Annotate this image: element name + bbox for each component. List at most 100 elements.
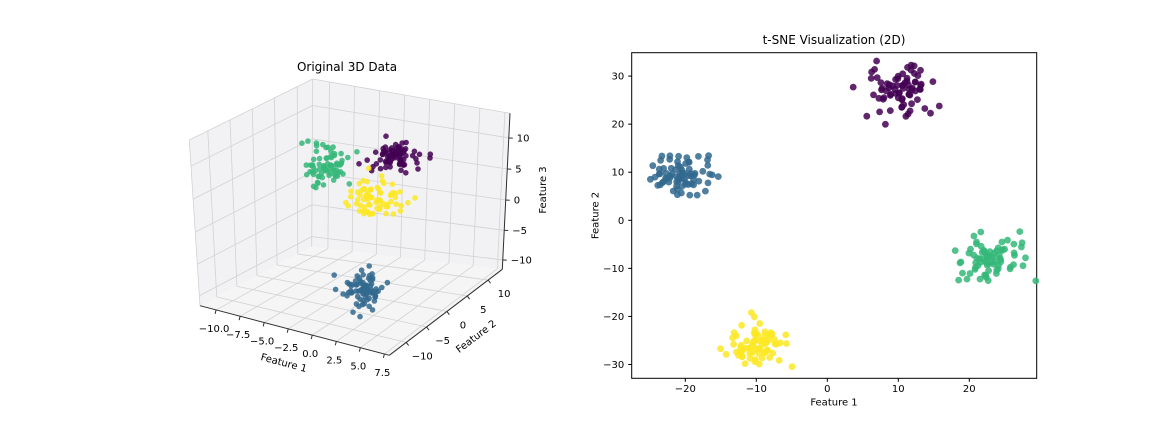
scatter-point bbox=[914, 96, 921, 103]
scatter-point bbox=[328, 148, 334, 154]
scatter-point bbox=[389, 181, 396, 187]
scatter-point bbox=[299, 140, 305, 146]
x-tick-label-3d: 2.5 bbox=[326, 355, 342, 366]
scatter-point bbox=[917, 80, 925, 88]
x-tick-3d bbox=[262, 322, 265, 327]
scatter-point bbox=[352, 278, 359, 284]
scatter-point bbox=[957, 258, 965, 266]
scatter-point bbox=[905, 81, 912, 89]
gridline-z-left bbox=[197, 204, 313, 265]
scatter-point bbox=[401, 148, 407, 155]
scatter-point bbox=[976, 275, 984, 283]
x-tick-3d bbox=[382, 353, 385, 359]
scatter-point bbox=[357, 202, 364, 209]
scatter-point bbox=[767, 331, 774, 339]
scatter-point bbox=[690, 176, 697, 184]
scatter-point bbox=[383, 133, 389, 139]
y-tick-label-2d: 10 bbox=[611, 168, 624, 179]
scatter-point bbox=[354, 149, 360, 155]
scatter-point bbox=[313, 148, 320, 155]
pane-edge bbox=[312, 78, 511, 114]
scatter-point bbox=[310, 156, 317, 163]
plot-3d-axis-lines bbox=[199, 113, 513, 359]
scatter-point bbox=[751, 330, 759, 338]
scatter-point bbox=[667, 164, 675, 172]
scatter-point bbox=[990, 260, 998, 268]
gridline-z-left bbox=[195, 171, 313, 233]
scatter-point bbox=[387, 164, 393, 170]
scatter-point bbox=[398, 167, 404, 174]
gridline-x-floor bbox=[215, 248, 329, 311]
scatter-point bbox=[649, 162, 657, 170]
plot-2d-xlabel: Feature 1 bbox=[810, 398, 857, 409]
x-tick-3d bbox=[310, 334, 313, 340]
z-tick-label-3d: 5 bbox=[515, 164, 521, 175]
scatter-point bbox=[998, 238, 1006, 246]
gridline-x-floor bbox=[384, 268, 498, 355]
scatter-point bbox=[316, 155, 323, 162]
scatter-point bbox=[396, 161, 403, 168]
scatter-point bbox=[334, 167, 340, 174]
scatter-point bbox=[708, 171, 716, 179]
scatter-point bbox=[877, 79, 885, 86]
scatter-point bbox=[373, 199, 379, 206]
scatter-point bbox=[379, 151, 386, 158]
scatter-point bbox=[977, 228, 985, 236]
scatter-point bbox=[995, 251, 1003, 259]
gridline-x-floor bbox=[263, 254, 377, 323]
plot-3d-scatter-points bbox=[299, 133, 434, 320]
scatter-point bbox=[346, 281, 352, 287]
scatter-point bbox=[399, 140, 406, 146]
scatter-point bbox=[885, 81, 893, 89]
scatter-point bbox=[361, 204, 368, 210]
scatter-point bbox=[756, 320, 764, 327]
gridline-z-left bbox=[192, 138, 313, 200]
scatter-point bbox=[366, 165, 372, 172]
cluster-yellow-points-2d bbox=[717, 309, 796, 370]
pane-right bbox=[311, 79, 510, 270]
scatter-point bbox=[927, 109, 934, 117]
scatter-point bbox=[360, 272, 367, 278]
y-tick-label-3d: −5 bbox=[435, 336, 450, 347]
scatter-point bbox=[704, 162, 712, 169]
scatter-point bbox=[678, 183, 686, 191]
y-tick-label-2d: 0 bbox=[618, 216, 624, 227]
scatter-point bbox=[386, 147, 393, 153]
scatter-point bbox=[354, 197, 361, 203]
scatter-point bbox=[903, 74, 911, 82]
gridline-y-wall bbox=[274, 97, 278, 265]
scatter-point bbox=[906, 107, 914, 115]
y-tick-label-3d: 10 bbox=[498, 289, 511, 300]
scatter-point bbox=[344, 293, 350, 299]
scatter-point bbox=[377, 157, 384, 163]
scatter-point bbox=[321, 165, 327, 172]
x-tick-label-3d: −5.0 bbox=[250, 337, 274, 348]
scatter-point bbox=[899, 70, 907, 78]
scatter-point bbox=[900, 101, 908, 108]
axes-frame bbox=[631, 52, 1038, 379]
scatter-point bbox=[669, 187, 677, 195]
scatter-point bbox=[358, 267, 365, 274]
scatter-point bbox=[347, 193, 354, 200]
scatter-point bbox=[678, 189, 685, 197]
scatter-point bbox=[972, 259, 980, 267]
scatter-point bbox=[357, 278, 364, 285]
pane-left bbox=[189, 79, 313, 306]
x-tick-label-2d: 10 bbox=[892, 384, 905, 395]
gridline-x-wall bbox=[424, 99, 431, 261]
scatter-point bbox=[413, 156, 419, 162]
scatter-point bbox=[748, 309, 755, 316]
scatter-point bbox=[411, 148, 418, 155]
gridline-z-right bbox=[312, 171, 506, 201]
scatter-point bbox=[312, 168, 319, 174]
scatter-point bbox=[386, 152, 393, 159]
plot-3d-panes bbox=[189, 79, 510, 356]
scatter-point bbox=[695, 177, 703, 185]
z-tick-label-3d: 10 bbox=[517, 133, 530, 144]
scatter-point bbox=[907, 66, 915, 74]
y-tick-3d bbox=[487, 279, 491, 284]
gridline-z-right bbox=[312, 138, 508, 170]
scatter-point bbox=[868, 68, 875, 76]
y-tick-label-3d: 5 bbox=[480, 305, 486, 316]
scatter-point bbox=[364, 178, 371, 185]
